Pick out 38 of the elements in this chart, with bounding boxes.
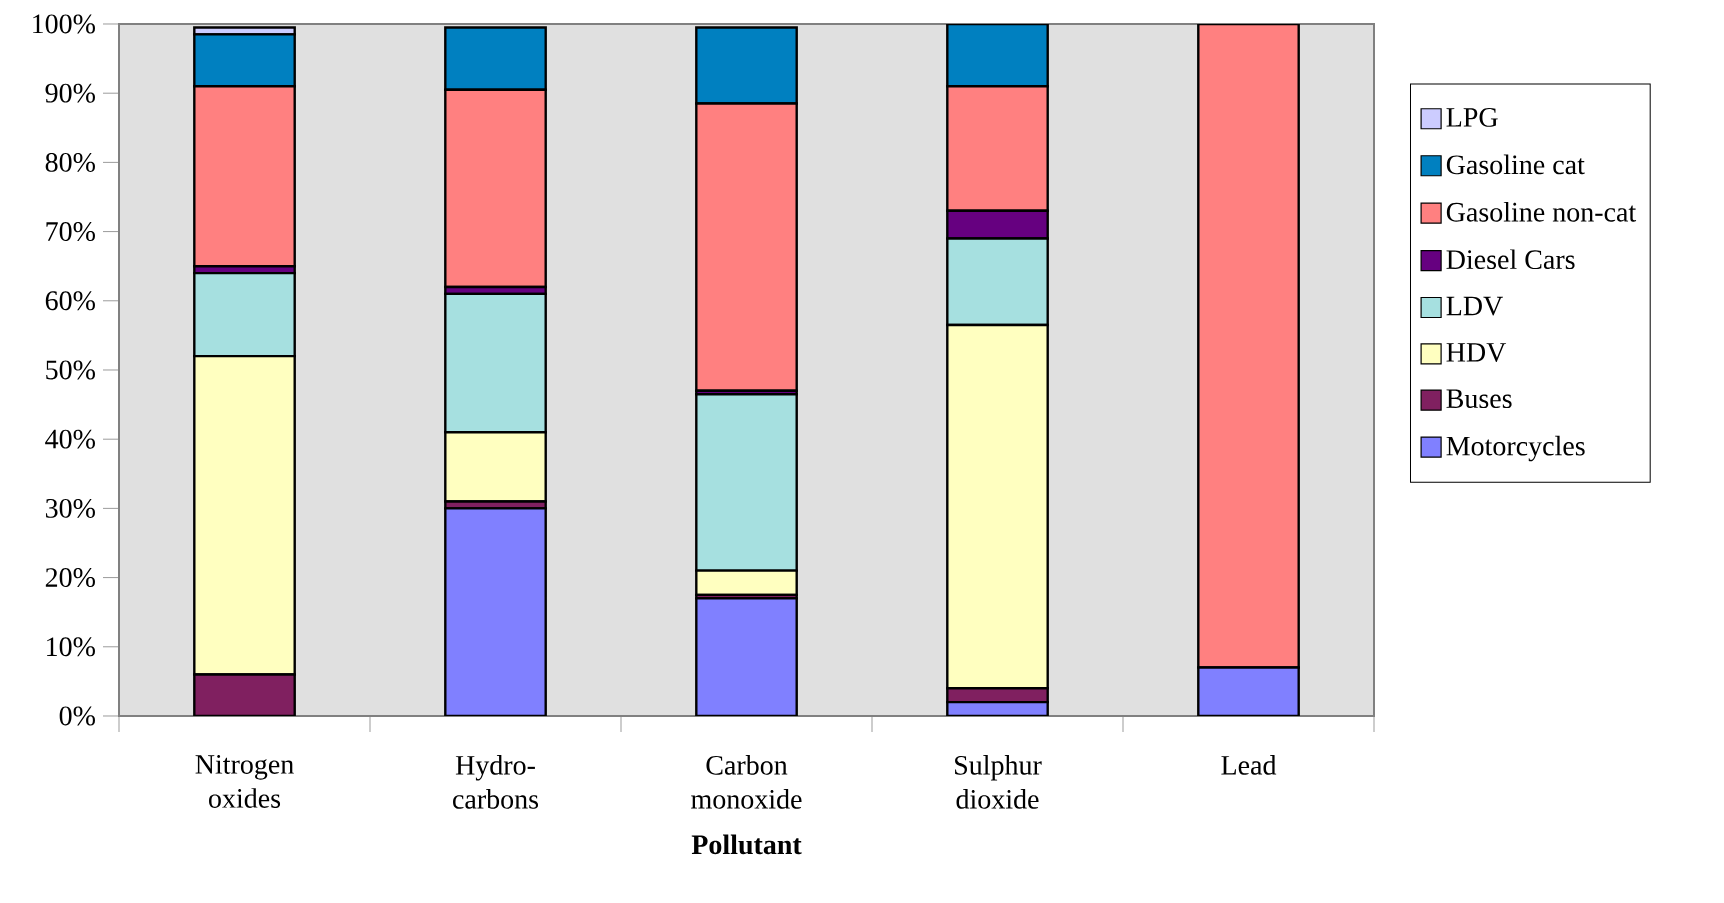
bar <box>193 673 296 716</box>
x-tick-label: Sulphur dioxide <box>955 755 1042 809</box>
y-tick-label: 70% <box>46 222 95 242</box>
bar <box>946 85 1049 213</box>
legend-label: LDV <box>1446 296 1503 316</box>
bar <box>946 23 1049 88</box>
legend-label: LPG <box>1446 108 1498 127</box>
legend-label: Diesel Cars <box>1446 249 1575 270</box>
bar <box>444 507 547 716</box>
y-tick-label: 40% <box>45 429 95 449</box>
legend-label: Gasoline cat <box>1446 154 1585 175</box>
legend-label: Buses <box>1446 389 1512 409</box>
bar <box>695 597 798 716</box>
bar <box>193 85 296 268</box>
y-tick-label: 100% <box>33 14 95 34</box>
y-tick-label: 90% <box>45 83 95 103</box>
y-tick-label: 20% <box>45 568 95 588</box>
bar <box>444 88 547 289</box>
legend-label: Motorcycles <box>1446 435 1585 462</box>
x-tick-label: Nitrogen oxides <box>195 755 294 808</box>
bar <box>193 33 296 88</box>
y-tick-label: 30% <box>45 498 95 518</box>
bar <box>695 102 798 392</box>
y-tick-label: 0% <box>59 706 95 726</box>
y-tick-label: 60% <box>45 291 95 311</box>
y-tick-label: 10% <box>47 637 95 657</box>
bar <box>1197 666 1300 716</box>
bar <box>1197 23 1300 669</box>
y-tick-label: 80% <box>45 152 95 172</box>
legend-label: Gasoline non-cat <box>1446 201 1637 222</box>
x-axis-title: Pollutant <box>691 834 802 855</box>
y-tick-label: 50% <box>46 360 95 380</box>
x-tick-label: Hydro-carbons <box>453 755 539 809</box>
x-tick-label: Carbon monoxide <box>691 755 802 809</box>
legend-label: HDV <box>1446 343 1507 362</box>
x-tick-label: Lead <box>1221 755 1277 775</box>
bar <box>695 26 798 105</box>
bar <box>444 26 547 91</box>
